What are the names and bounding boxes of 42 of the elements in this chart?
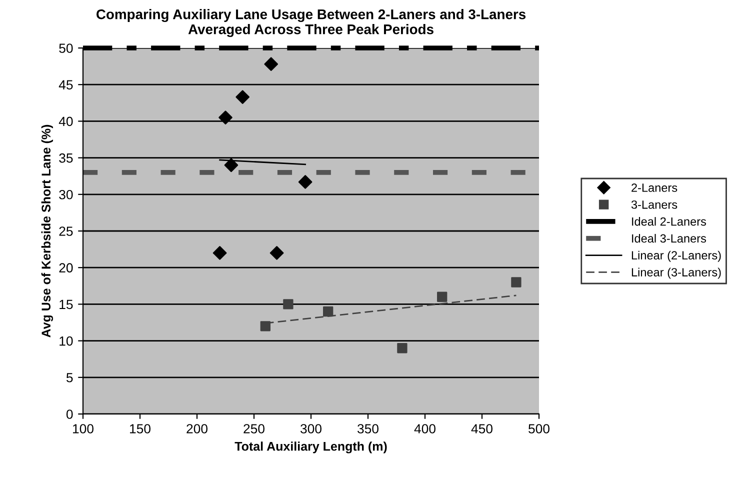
y-tick-label: 0 xyxy=(66,410,73,419)
point xyxy=(270,246,284,260)
legend-label: 2-Laners xyxy=(632,184,678,192)
y-axis-title: Avg Use of Kerbside Short Lane (%) xyxy=(41,124,54,338)
x-axis-title: Total Auxiliary Length (m) xyxy=(234,442,387,454)
legend-label: Linear (2-Laners) xyxy=(632,250,721,262)
y-tick-label: 25 xyxy=(59,226,73,236)
point xyxy=(437,292,448,302)
y-tick-label: 5 xyxy=(66,373,73,382)
y-tick-label: 45 xyxy=(58,80,73,90)
legend-label: Ideal 2-Laners xyxy=(632,217,706,226)
y-tick-label: 10 xyxy=(60,336,73,346)
point xyxy=(511,277,522,288)
y-tick-label: 15 xyxy=(60,300,73,310)
x-tick-label: 200 xyxy=(186,424,208,434)
legend-label: Ideal 3-Laners xyxy=(632,234,706,243)
point xyxy=(298,175,312,189)
x-tick-label: 100 xyxy=(73,424,94,434)
legend-label: 3-Laners xyxy=(631,200,678,209)
y-tick-label: 40 xyxy=(58,116,73,126)
point xyxy=(283,299,294,310)
point xyxy=(236,90,250,104)
x-tick-label: 300 xyxy=(300,424,322,434)
point xyxy=(218,110,232,124)
legend-label: Linear (3-Laners) xyxy=(632,268,721,279)
x-tick-label: 150 xyxy=(130,424,150,434)
point xyxy=(397,343,408,354)
x-tick-label: 350 xyxy=(357,424,378,434)
x-tick-label: 500 xyxy=(528,424,550,434)
y-tick-label: 20 xyxy=(59,263,73,273)
point xyxy=(212,246,227,260)
x-tick-label: 250 xyxy=(244,424,264,434)
x-tick-label: 450 xyxy=(471,424,492,434)
chart-title: Comparing Auxiliary Lane Usage Between 2-Laners and 3-Laners Averaged Across Three Peak Periods xyxy=(96,9,526,38)
point xyxy=(224,158,238,172)
x-tick-label: 400 xyxy=(414,424,436,434)
point xyxy=(264,57,278,72)
point xyxy=(323,306,334,317)
y-tick-label: 50 xyxy=(59,44,73,53)
y-tick-label: 30 xyxy=(59,190,73,200)
point xyxy=(260,321,270,332)
y-tick-label: 35 xyxy=(59,153,73,163)
